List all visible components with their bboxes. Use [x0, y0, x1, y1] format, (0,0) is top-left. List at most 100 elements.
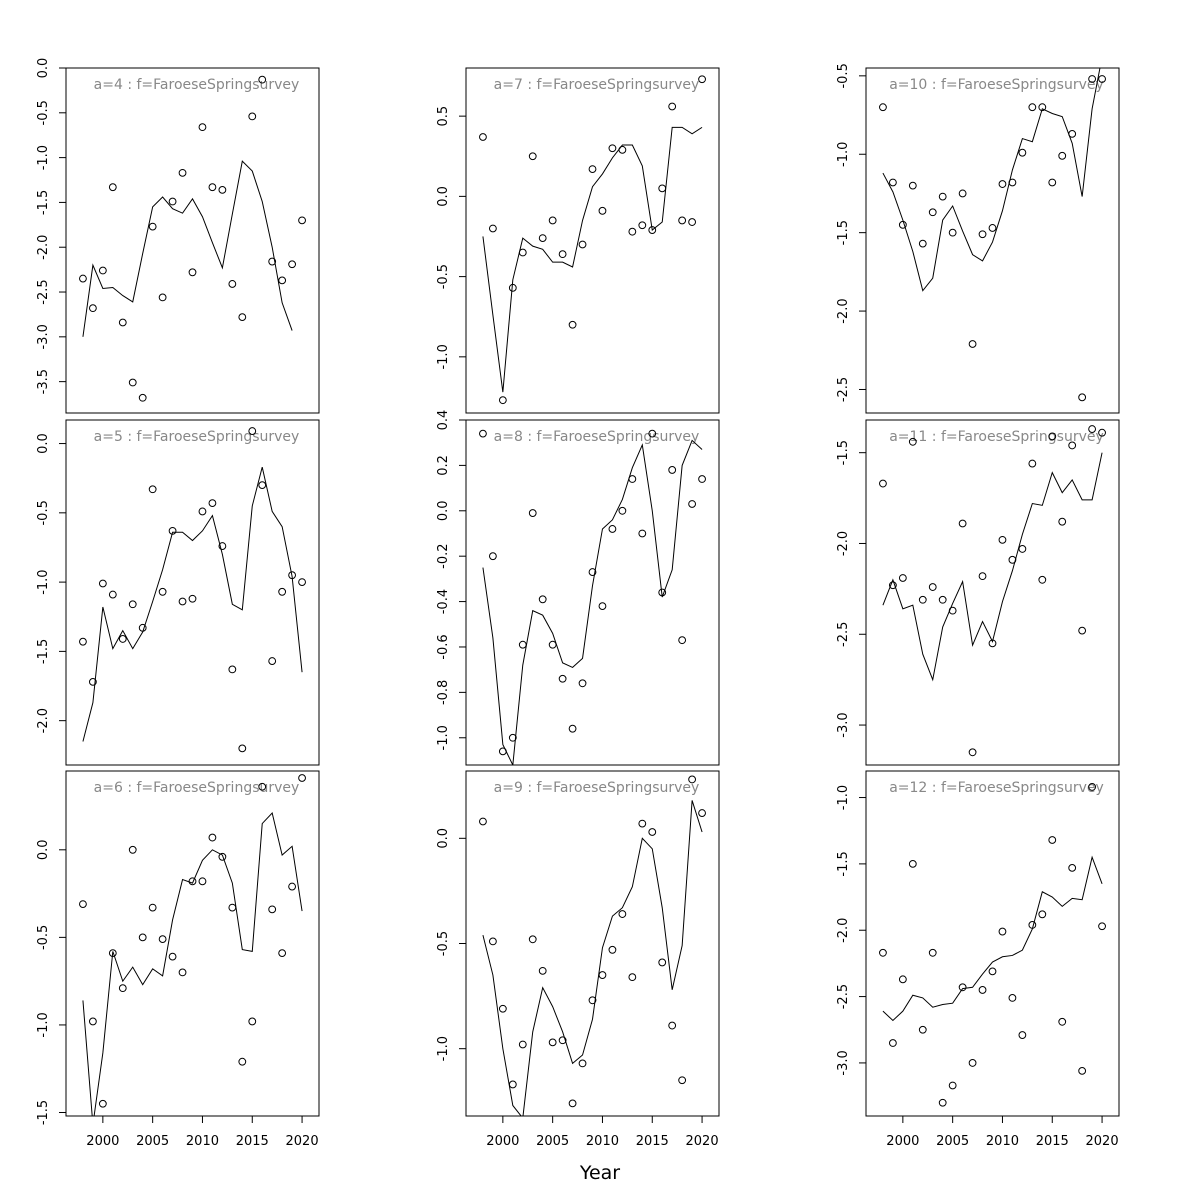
observed-point	[1078, 626, 1087, 635]
observed-point	[278, 587, 287, 596]
observed-point	[288, 882, 297, 891]
observed-point	[678, 1076, 687, 1085]
fitted-line	[482, 126, 703, 393]
x-tick-label: 2000	[486, 1134, 519, 1149]
observed-point	[538, 595, 547, 604]
observed-point	[1028, 921, 1037, 929]
observed-point	[618, 910, 627, 918]
observed-point	[628, 973, 637, 982]
observed-point	[668, 102, 677, 111]
observed-point	[98, 266, 107, 275]
observed-point	[628, 227, 637, 236]
y-tick-label: -0.6	[436, 634, 451, 659]
panel-label: a=8 : f=FaroeseSpringsurvey	[494, 429, 700, 445]
observed-point	[508, 283, 517, 292]
y-tick-label: -0.5	[436, 931, 451, 956]
observed-point	[298, 578, 306, 587]
observed-point	[598, 206, 607, 215]
panel-label: a=11 : f=FaroeseSpringsurvey	[889, 429, 1104, 445]
y-tick-label: -2.0	[36, 708, 51, 733]
y-tick-label: -2.0	[836, 531, 851, 556]
observed-point	[1018, 1031, 1027, 1039]
observed-point	[479, 133, 487, 141]
observed-point	[268, 905, 277, 914]
observed-point	[608, 144, 617, 153]
observed-point	[1048, 178, 1057, 187]
observed-point	[138, 623, 147, 632]
panel: a=11 : f=FaroeseSpringsurvey -1.5 -2.0 -2.5…	[836, 419, 1120, 766]
x-tick-label: 2015	[1036, 1134, 1069, 1149]
observed-point	[148, 222, 157, 231]
observed-point	[158, 293, 167, 302]
y-tick-label: -2.5	[36, 279, 51, 304]
observed-point	[1098, 428, 1106, 437]
observed-point	[1048, 432, 1057, 441]
y-tick-label: -2.5	[836, 622, 851, 647]
observed-point	[238, 313, 247, 322]
observed-point	[1038, 103, 1047, 112]
observed-point	[168, 952, 177, 961]
observed-point	[638, 529, 647, 538]
observed-point	[888, 1039, 897, 1047]
observed-point	[288, 571, 297, 580]
y-tick-label: 0.5	[436, 106, 451, 127]
observed-point	[928, 208, 937, 217]
observed-point	[208, 499, 217, 508]
observed-point	[698, 475, 706, 483]
observed-point	[218, 542, 227, 550]
observed-point	[248, 427, 257, 435]
observed-point	[278, 276, 287, 285]
observed-point	[148, 903, 157, 912]
y-tick-label: -1.5	[36, 639, 51, 664]
observed-point	[178, 597, 187, 606]
observed-point	[879, 948, 887, 957]
observed-point	[628, 475, 637, 483]
observed-point	[598, 971, 607, 979]
observed-point	[988, 639, 997, 648]
panel-frame	[65, 419, 320, 766]
observed-point	[278, 949, 287, 958]
panel-label: a=4 : f=FaroeseSpringsurvey	[94, 77, 300, 93]
observed-point	[118, 318, 127, 327]
observed-point	[498, 396, 507, 405]
observed-point	[608, 945, 617, 954]
y-tick-label: -3.5	[36, 369, 51, 394]
observed-point	[108, 949, 117, 958]
observed-point	[938, 595, 947, 604]
observed-point	[118, 635, 127, 643]
observed-point	[238, 744, 247, 753]
observed-point	[208, 833, 217, 842]
x-tick-label: 2000	[886, 1134, 919, 1149]
observed-point	[548, 640, 557, 649]
panel-frame	[65, 67, 320, 414]
x-tick-label: 2010	[986, 1134, 1019, 1149]
y-tick-label: 0.0	[36, 839, 51, 860]
observed-point	[238, 1057, 247, 1066]
observed-point	[879, 479, 887, 488]
panel-frame	[65, 770, 320, 1117]
observed-point	[978, 572, 987, 581]
observed-point	[588, 568, 597, 576]
observed-point	[548, 1038, 557, 1047]
observed-point	[968, 748, 977, 757]
observed-point	[128, 378, 137, 387]
observed-point	[198, 507, 207, 516]
observed-point	[1088, 425, 1097, 433]
observed-point	[1058, 1017, 1067, 1026]
observed-point	[79, 900, 87, 908]
x-tick-label: 2005	[136, 1134, 169, 1149]
observed-point	[268, 257, 277, 266]
y-tick-label: -1.0	[36, 145, 51, 170]
observed-point	[688, 500, 697, 508]
observed-point	[1038, 910, 1047, 919]
x-tick-label: 2015	[636, 1134, 669, 1149]
observed-point	[248, 112, 257, 121]
observed-point	[138, 393, 147, 402]
observed-point	[488, 552, 497, 561]
observed-point	[248, 1017, 257, 1026]
observed-point	[79, 274, 87, 283]
panel-label: a=7 : f=FaroeseSpringsurvey	[494, 77, 700, 93]
y-tick-label: 0.4	[436, 410, 451, 431]
observed-point	[498, 747, 507, 756]
